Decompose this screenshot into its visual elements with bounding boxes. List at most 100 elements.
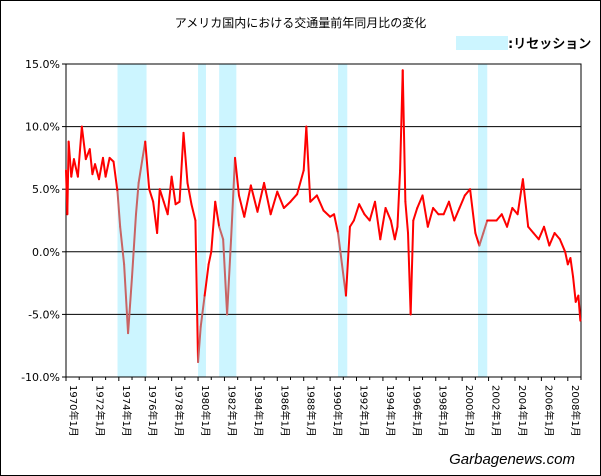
series-segment (393, 225, 399, 241)
series-segment (315, 194, 325, 212)
series-segment (98, 156, 104, 181)
x-tick-label-0: 1970年1月 (67, 385, 80, 437)
series-segment (447, 200, 456, 222)
recession-band-0 (117, 64, 147, 377)
series-segment (222, 238, 229, 316)
x-tick-label-1: 1972年1月 (93, 385, 106, 437)
series-segment (123, 263, 130, 335)
series-segment (190, 203, 197, 222)
series-segment (577, 294, 582, 322)
legend-label: :リセッション (508, 37, 591, 52)
series-segment (94, 163, 101, 181)
series-segment (166, 175, 173, 216)
recession-band-1 (198, 64, 206, 377)
series-segment (368, 200, 376, 222)
recession-band-3 (338, 64, 348, 377)
y-tick-label-4: -5.0% (28, 308, 60, 321)
series-segment (348, 219, 355, 228)
x-tick-label-9: 1988年1月 (305, 385, 318, 437)
series-segment (409, 219, 415, 316)
series-segment (207, 250, 213, 266)
series-segment (352, 203, 361, 222)
series-segment (182, 131, 189, 184)
x-tick-label-2: 1974年1月 (120, 385, 133, 437)
plot-border (65, 63, 582, 378)
series-segment (276, 190, 285, 209)
series-segment (80, 125, 87, 161)
series-segment (67, 140, 73, 178)
x-tick-label-10: 1990年1月 (331, 385, 344, 437)
series-segment (404, 200, 410, 235)
series-segment (374, 200, 382, 241)
series-segment (337, 232, 343, 266)
series-segment (495, 213, 503, 222)
series-segment (432, 206, 440, 216)
x-tick-label-17: 2004年1月 (516, 385, 529, 437)
series-segment (66, 140, 70, 216)
legend-swatch (456, 36, 508, 50)
series-segment (199, 294, 206, 328)
series-segment (170, 175, 177, 206)
series-segment (263, 181, 272, 216)
y-tick-label-0: 15.0% (25, 58, 60, 71)
series-segment (256, 181, 266, 213)
series-segment (305, 125, 312, 203)
series-segment (482, 219, 489, 235)
series-segment (333, 213, 340, 235)
series-segment (194, 219, 200, 363)
series-segment (396, 169, 402, 228)
recession-band-4 (478, 64, 488, 377)
series-segment (269, 190, 279, 216)
series-segment (416, 194, 424, 209)
series-segment (506, 206, 514, 228)
x-tick-label-8: 1986年1月 (278, 385, 291, 437)
series-segment (401, 69, 407, 203)
series-segment (144, 140, 151, 191)
series-segment (197, 325, 202, 363)
series-segment (101, 156, 107, 178)
series-segment (558, 238, 567, 253)
series-segment (543, 225, 551, 247)
x-tick-label-16: 2002年1月 (490, 385, 503, 437)
series-segment (564, 250, 569, 266)
y-tick-label-5: -10.0% (21, 371, 60, 384)
series-segment (537, 225, 546, 241)
series-segment (527, 225, 535, 235)
x-tick-label-3: 1976年1月 (146, 385, 159, 437)
series-segment (230, 156, 237, 241)
watermark-text: Garbagenews.com (449, 451, 575, 468)
series-segment (469, 188, 477, 235)
series-segment (379, 206, 387, 241)
series-segment (226, 238, 233, 316)
series-segment (218, 225, 225, 241)
chart-title: アメリカ国内における交通量前年同月比の変化 (174, 16, 427, 30)
series-segment (426, 206, 435, 228)
recession-band-2 (219, 64, 237, 377)
x-tick-label-7: 1984年1月 (252, 385, 265, 437)
series-segment (282, 200, 292, 209)
series-segment (119, 225, 126, 266)
series-segment (131, 213, 137, 278)
series-segment (186, 181, 193, 206)
series-segment (511, 206, 519, 216)
series-segment (178, 131, 185, 203)
x-tick-label-13: 1996年1月 (410, 385, 423, 437)
series-segment (500, 213, 509, 228)
series-segment (137, 156, 144, 184)
series-segment (134, 181, 140, 216)
series-segment (289, 193, 299, 203)
series-segment (210, 200, 217, 253)
series-segment (421, 194, 429, 228)
y-tick-label-3: 0.0% (32, 246, 60, 259)
series-segment (478, 232, 485, 247)
x-tick-label-19: 2008年1月 (569, 385, 582, 437)
series-segment (70, 158, 75, 178)
series-segment (521, 178, 530, 228)
series-segment (553, 232, 561, 241)
series-segment (569, 257, 575, 278)
series-segment (344, 225, 351, 297)
series-segment (148, 188, 155, 203)
series-segment (127, 275, 134, 335)
series-segment (572, 275, 577, 303)
